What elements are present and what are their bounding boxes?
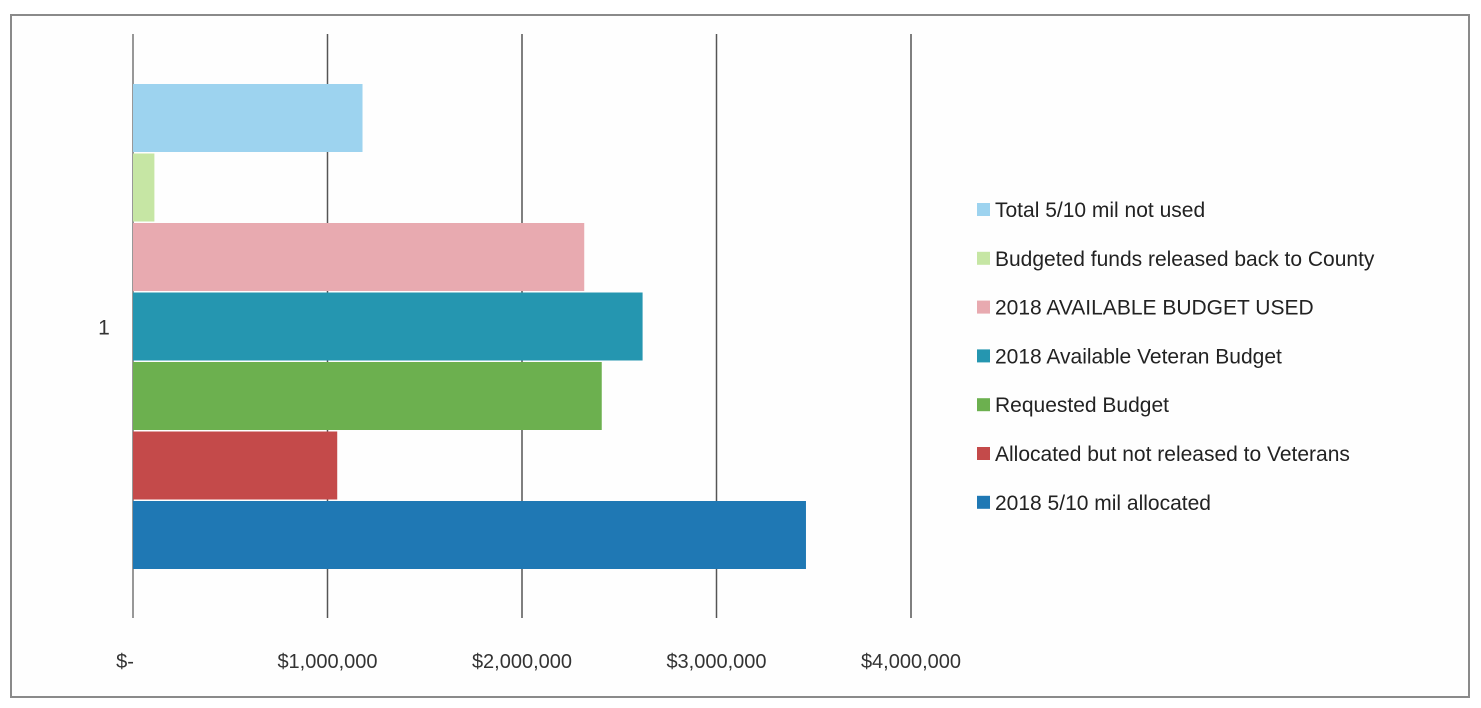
category-label-0: 1 xyxy=(98,316,110,339)
x-tick-label-3: $3,000,000 xyxy=(666,651,766,673)
bar-3 xyxy=(133,292,643,361)
bar-2 xyxy=(133,223,585,291)
legend-swatch-4 xyxy=(977,398,990,412)
x-tick-label-2: $2,000,000 xyxy=(472,651,572,673)
legend-swatch-2 xyxy=(977,300,990,314)
legend-label-4: Requested Budget xyxy=(995,394,1169,417)
bar-6 xyxy=(133,501,806,569)
legend-label-5: Allocated but not released to Veterans xyxy=(995,443,1350,466)
x-tick-label-4: $4,000,000 xyxy=(861,651,961,673)
bar-1 xyxy=(133,153,155,222)
legend-label-0: Total 5/10 mil not used xyxy=(995,199,1205,222)
legend-label-1: Budgeted funds released back to County xyxy=(995,248,1375,271)
x-tick-label-1: $1,000,000 xyxy=(277,651,377,673)
legend-label-2: 2018 AVAILABLE BUDGET USED xyxy=(995,297,1314,320)
legend-swatch-6 xyxy=(977,495,990,509)
bar-4 xyxy=(133,362,602,430)
x-tick-label-0: $- xyxy=(116,651,134,673)
legend-swatch-3 xyxy=(977,349,990,363)
bar-0 xyxy=(133,84,363,152)
legend-swatch-0 xyxy=(977,203,990,216)
legend-label-6: 2018 5/10 mil allocated xyxy=(995,492,1211,515)
legend-swatch-1 xyxy=(977,251,990,265)
legend-swatch-5 xyxy=(977,447,990,460)
bar-5 xyxy=(133,431,338,500)
legend-label-3: 2018 Available Veteran Budget xyxy=(995,345,1282,368)
